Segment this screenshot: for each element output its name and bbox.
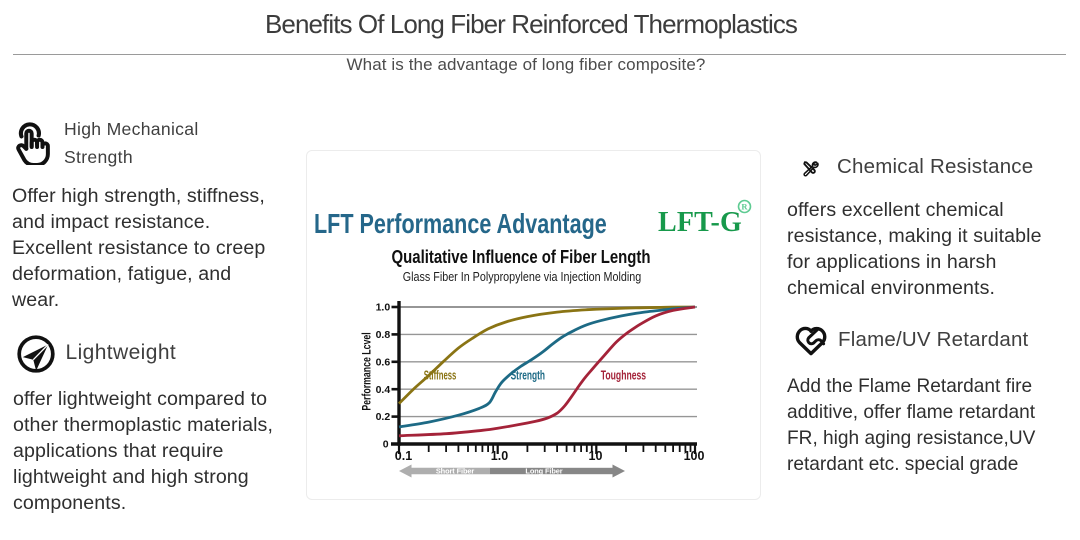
svg-text:0.6: 0.6: [376, 356, 391, 368]
svg-text:1.0: 1.0: [491, 449, 508, 463]
svg-text:Toughness: Toughness: [601, 369, 646, 383]
svg-text:10: 10: [589, 449, 603, 463]
svg-text:Short Fiber: Short Fiber: [436, 467, 475, 476]
svg-text:1.0: 1.0: [376, 302, 391, 314]
svg-text:0.4: 0.4: [376, 384, 391, 396]
svg-text:0.2: 0.2: [376, 411, 391, 423]
svg-text:Performance Lcvel: Performance Lcvel: [360, 332, 374, 410]
svg-text:R: R: [741, 202, 748, 212]
svg-text:0: 0: [383, 439, 389, 451]
svg-text:0.1: 0.1: [395, 449, 412, 463]
svg-text:0.8: 0.8: [376, 329, 391, 341]
svg-text:100: 100: [684, 449, 705, 463]
svg-text:Strength: Strength: [511, 369, 545, 383]
svg-text:Stiffness: Stiffness: [424, 370, 457, 383]
svg-text:Long Fiber: Long Fiber: [525, 467, 562, 476]
